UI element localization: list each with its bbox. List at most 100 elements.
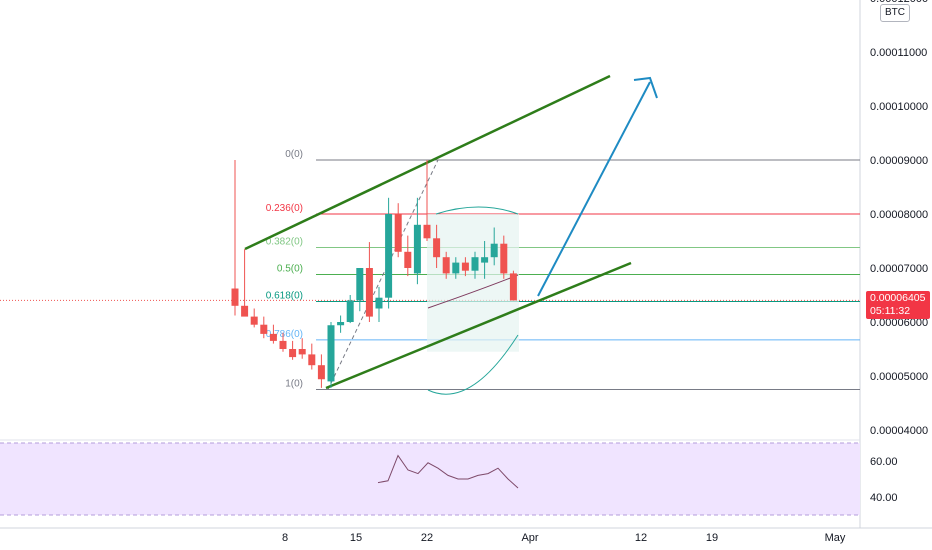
candle-down [317, 354, 325, 388]
candle-down [289, 340, 297, 360]
fib-level-label: 0.236(0) [266, 203, 303, 214]
fib-level-label: 0(0) [285, 149, 303, 160]
projection-arc-bottom [427, 334, 519, 395]
time-tick-label: 8 [282, 532, 288, 544]
candle-body [442, 257, 450, 274]
candle-down [404, 235, 412, 277]
candle-down [365, 242, 373, 322]
candle-body [231, 288, 239, 306]
fib-level-label: 0.618(0) [266, 290, 303, 301]
candlestick-series [231, 160, 517, 388]
price-axis: 0.00012000 0.00011000 0.00010000 0.00009000… [870, 0, 928, 437]
rsi-tick-label: 60.00 [870, 456, 898, 468]
candle-down [500, 235, 508, 279]
candle-up [385, 197, 393, 309]
projection-arrow [537, 81, 651, 297]
candle-down [308, 343, 316, 370]
time-tick-label: 19 [706, 532, 718, 544]
price-tick-label: 0.00007000 [870, 263, 928, 275]
rsi-tick-label: 40.00 [870, 492, 898, 504]
candle-body [269, 333, 277, 341]
currency-badge[interactable]: BTC [880, 4, 910, 22]
candle-body [423, 224, 431, 239]
fibonacci-retracement: 0(0) 0.236(0) 0.382(0) 0.5(0) 0.618(0) 0.786(… [266, 149, 860, 390]
candle-body [385, 214, 393, 298]
candle-body [509, 273, 517, 301]
candle-up [471, 251, 479, 279]
channel-lower-line [325, 261, 632, 390]
candle-body [346, 300, 354, 322]
candle-down [279, 332, 287, 352]
candle-down [250, 308, 258, 328]
candle-down [442, 251, 450, 279]
candle-body [471, 257, 479, 271]
price-tick-label: 0.00006000 [870, 317, 928, 329]
candle-body [317, 365, 325, 380]
price-tick-label: 0.00012000 [870, 0, 928, 5]
candle-up [481, 241, 489, 279]
last-price-value: 0.00006405 [870, 292, 926, 304]
candle-body [260, 324, 268, 334]
candle-body [279, 340, 287, 349]
candle-body [394, 214, 402, 252]
candle-down [509, 270, 517, 301]
fib-trend-line [327, 159, 439, 390]
candle-down [260, 316, 268, 339]
price-tick-label: 0.00011000 [870, 47, 927, 59]
candle-body [375, 297, 383, 309]
candle-body [308, 354, 316, 366]
projection-arrowhead [633, 76, 658, 99]
candle-body [433, 238, 441, 258]
candle-body [461, 262, 469, 271]
candle-down [241, 249, 249, 317]
fib-level-label: 0.382(0) [266, 236, 303, 247]
candle-down [423, 160, 431, 241]
bar-countdown: 05:11:32 [870, 305, 911, 317]
candle-body [413, 224, 421, 274]
candle-up [337, 315, 345, 333]
candle-up [356, 268, 364, 312]
candle-body [404, 251, 412, 268]
candle-body [481, 257, 489, 263]
candle-body [452, 262, 460, 274]
candle-down [461, 257, 469, 277]
candle-body [337, 322, 345, 326]
candle-up [490, 227, 498, 266]
candle-down [394, 203, 402, 258]
candle-body [500, 243, 508, 274]
price-tick-label: 0.00009000 [870, 155, 928, 167]
rsi-pane: 60.00 40.00 [0, 442, 898, 516]
grid-layer [0, 0, 932, 529]
fib-level-label: 1(0) [285, 379, 303, 390]
price-tick-label: 0.00008000 [870, 209, 928, 221]
candle-body [356, 268, 364, 301]
candle-body [289, 349, 297, 358]
projection-arc-top [435, 206, 519, 215]
fib-level-label: 0.786(0) [266, 329, 303, 340]
time-axis: 8 15 22 Apr 12 19 May [282, 532, 846, 544]
time-tick-label: 12 [635, 532, 647, 544]
time-tick-label: Apr [521, 532, 538, 544]
rsi-band [0, 443, 860, 515]
candle-body [241, 305, 249, 317]
price-tick-label: 0.00010000 [870, 101, 928, 113]
candle-up [452, 257, 460, 279]
rsi-line [377, 454, 519, 489]
candle-body [365, 268, 373, 317]
candle-body [298, 349, 306, 355]
price-tick-label: 0.00004000 [870, 425, 928, 437]
time-tick-label: May [825, 532, 846, 544]
candle-up [375, 286, 383, 322]
candle-up [413, 197, 421, 285]
candle-down [433, 224, 441, 268]
price-tick-label: 0.00005000 [870, 371, 928, 383]
candle-down [231, 160, 239, 316]
time-tick-label: 15 [350, 532, 362, 544]
last-price-tag: 0.00006405 05:11:32 [866, 291, 930, 319]
candle-up [327, 322, 335, 388]
candle-down [269, 324, 277, 344]
candle-body [490, 243, 498, 258]
fib-level-label: 0.5(0) [277, 263, 303, 274]
candle-up [346, 295, 354, 324]
